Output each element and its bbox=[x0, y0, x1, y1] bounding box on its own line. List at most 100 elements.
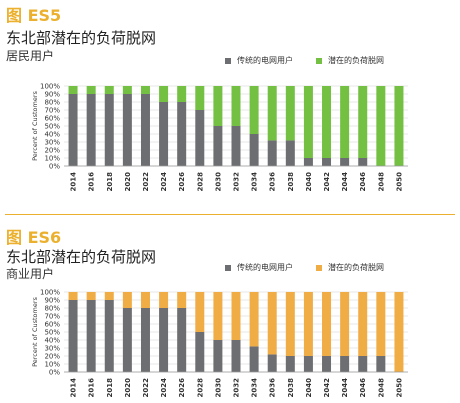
bar-traditional-2026 bbox=[177, 308, 187, 372]
x-tick-label: 2036 bbox=[269, 378, 277, 398]
bar-defection-2036 bbox=[267, 292, 277, 355]
y-tick-label: 80% bbox=[44, 99, 60, 107]
legend-label: 潜在的负荷脱网 bbox=[328, 56, 384, 65]
bar-defection-2048 bbox=[376, 292, 386, 356]
section-divider bbox=[5, 214, 455, 215]
bar-traditional-2042 bbox=[322, 158, 332, 166]
bar-defection-2040 bbox=[303, 292, 313, 356]
legend-swatch bbox=[225, 264, 231, 271]
bar-defection-2046 bbox=[358, 86, 368, 158]
legend-item-traditional: 传统的电网用户 bbox=[225, 55, 293, 66]
legend-item-traditional: 传统的电网用户 bbox=[225, 262, 293, 273]
x-tick-label: 2016 bbox=[88, 378, 96, 398]
legend-label: 传统的电网用户 bbox=[237, 263, 293, 272]
y-tick-label: 100% bbox=[40, 83, 60, 91]
bar-traditional-2034 bbox=[249, 134, 259, 166]
bar-defection-2032 bbox=[231, 86, 241, 126]
x-tick-label: 2022 bbox=[142, 172, 150, 192]
bar-defection-2038 bbox=[285, 86, 295, 141]
bar-traditional-2030 bbox=[213, 126, 223, 166]
bar-defection-2050 bbox=[394, 292, 404, 372]
legend-item-defection: 潜在的负荷脱网 bbox=[316, 262, 384, 273]
x-tick-label: 2028 bbox=[196, 378, 204, 398]
bar-traditional-2038 bbox=[285, 356, 295, 372]
bar-defection-2014 bbox=[68, 86, 78, 94]
x-tick-label: 2044 bbox=[341, 378, 349, 398]
bar-defection-2046 bbox=[358, 292, 368, 356]
legend-swatch bbox=[316, 264, 322, 271]
bar-traditional-2022 bbox=[140, 94, 150, 166]
x-tick-label: 2050 bbox=[395, 172, 403, 192]
bar-defection-2020 bbox=[122, 292, 132, 308]
bar-defection-2038 bbox=[285, 292, 295, 356]
bar-traditional-2032 bbox=[231, 340, 241, 372]
y-tick-label: 60% bbox=[44, 321, 60, 329]
y-tick-label: 0% bbox=[49, 369, 60, 377]
bar-traditional-2026 bbox=[177, 102, 187, 166]
chart-es5: 0%10%20%30%40%50%60%70%80%90%100%Percent… bbox=[31, 83, 408, 192]
y-tick-label: 30% bbox=[44, 345, 60, 353]
legend-swatch bbox=[316, 57, 322, 64]
x-tick-label: 2020 bbox=[124, 378, 132, 398]
y-tick-label: 20% bbox=[44, 353, 60, 361]
bar-defection-2024 bbox=[159, 292, 169, 308]
y-tick-label: 0% bbox=[49, 163, 60, 171]
x-tick-label: 2042 bbox=[323, 378, 331, 398]
bar-traditional-2044 bbox=[340, 158, 350, 166]
figure-label: 图 ES6 bbox=[6, 228, 62, 247]
bar-traditional-2014 bbox=[68, 94, 78, 166]
y-tick-label: 70% bbox=[44, 107, 60, 115]
x-tick-label: 2050 bbox=[395, 378, 403, 398]
bar-defection-2026 bbox=[177, 292, 187, 308]
bar-traditional-2030 bbox=[213, 340, 223, 372]
bar-traditional-2040 bbox=[303, 158, 313, 166]
x-tick-label: 2034 bbox=[251, 378, 259, 398]
chart-subtitle: 居民用户 bbox=[6, 49, 55, 63]
bar-traditional-2022 bbox=[140, 308, 150, 372]
bar-traditional-2016 bbox=[86, 300, 96, 372]
bar-defection-2034 bbox=[249, 86, 259, 134]
bar-traditional-2046 bbox=[358, 158, 368, 166]
chart-panel-es5: 0% 10% 20% 30% 40% 50% 60% 70% 80% 90% 100% Percent… bbox=[0, 0, 460, 200]
bar-defection-2016 bbox=[86, 292, 96, 300]
bar-traditional-2016 bbox=[86, 94, 96, 166]
x-tick-label: 2022 bbox=[142, 378, 150, 398]
bar-defection-2050 bbox=[394, 86, 404, 166]
bar-defection-2036 bbox=[267, 86, 277, 141]
x-tick-label: 2014 bbox=[70, 172, 78, 192]
x-tick-label: 2018 bbox=[106, 172, 114, 192]
bar-traditional-2024 bbox=[159, 102, 169, 166]
x-tick-label: 2042 bbox=[323, 172, 331, 192]
bar-traditional-2036 bbox=[267, 140, 277, 166]
bar-defection-2032 bbox=[231, 292, 241, 340]
y-tick-label: 10% bbox=[44, 155, 60, 163]
x-tick-label: 2014 bbox=[70, 378, 78, 398]
chart-es6: 0%10%20%30%40%50%60%70%80%90%100%Percent… bbox=[31, 289, 408, 398]
x-tick-label: 2046 bbox=[359, 172, 367, 192]
chart-title: 东北部潜在的负荷脱网 bbox=[6, 29, 157, 47]
bar-defection-2048 bbox=[376, 86, 386, 166]
x-tick-label: 2030 bbox=[214, 378, 222, 398]
x-tick-label: 2040 bbox=[305, 378, 313, 398]
x-tick-label: 2048 bbox=[377, 172, 385, 192]
bar-defection-2022 bbox=[140, 86, 150, 94]
legend-label: 传统的电网用户 bbox=[237, 56, 293, 65]
y-tick-label: 50% bbox=[44, 329, 60, 337]
legend-swatch bbox=[225, 57, 231, 64]
x-tick-label: 2038 bbox=[287, 378, 295, 398]
figure-label: 图 ES5 bbox=[6, 6, 62, 25]
y-tick-label: 50% bbox=[44, 123, 60, 131]
x-tick-label: 2044 bbox=[341, 172, 349, 192]
x-tick-label: 2032 bbox=[233, 378, 241, 398]
bar-defection-2022 bbox=[140, 292, 150, 308]
y-tick-label: 40% bbox=[44, 131, 60, 139]
bar-defection-2030 bbox=[213, 86, 223, 126]
y-tick-label: 100% bbox=[40, 289, 60, 297]
y-tick-label: 90% bbox=[44, 91, 60, 99]
bar-defection-2034 bbox=[249, 292, 259, 347]
x-tick-label: 2026 bbox=[178, 378, 186, 398]
y-axis-label: Percent of Customers bbox=[31, 90, 39, 160]
bar-traditional-2040 bbox=[303, 356, 313, 372]
bar-traditional-2036 bbox=[267, 354, 277, 372]
bar-traditional-2038 bbox=[285, 140, 295, 166]
